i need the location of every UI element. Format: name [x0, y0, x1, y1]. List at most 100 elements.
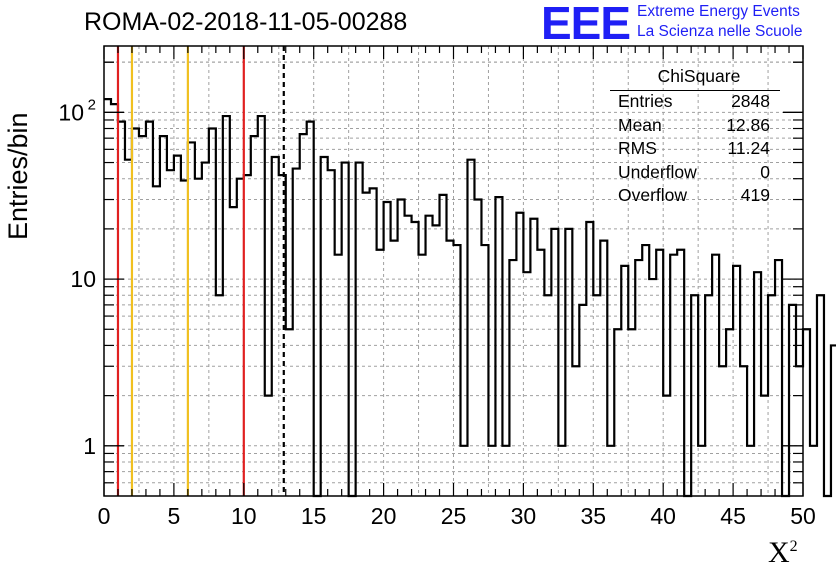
histogram-bin — [160, 136, 167, 496]
x-tick-label: 50 — [790, 503, 816, 529]
chart-title: ROMA-02-2018-11-05-00288 — [84, 8, 408, 36]
histogram-bin — [537, 250, 544, 496]
histogram-bin — [460, 446, 467, 496]
histogram-bin — [565, 229, 572, 496]
histogram-bin — [607, 446, 614, 496]
histogram-bin — [789, 305, 796, 496]
histogram-bin — [202, 163, 209, 496]
histogram-bin — [635, 260, 642, 496]
histogram-bin — [398, 200, 405, 496]
histogram-bin — [265, 396, 272, 496]
histogram-bin — [593, 295, 600, 496]
stats-box: ChiSquare Entries 2848 Mean 12.86 RMS 11.24… — [610, 66, 780, 209]
eee-logo: EEE — [541, 0, 631, 49]
stats-value: 2848 — [731, 91, 770, 111]
stats-row-overflow: Overflow 419 — [610, 185, 780, 209]
histogram-bin — [230, 207, 237, 496]
histogram-bin — [153, 186, 160, 496]
histogram-bin — [370, 188, 377, 496]
histogram-bin — [712, 255, 719, 496]
histogram-bin — [810, 446, 817, 496]
histogram-bin — [530, 219, 537, 496]
histogram-bin — [405, 216, 412, 496]
logo-caption-line2: La Scienza nelle Scuole — [637, 23, 803, 40]
histogram-bin — [321, 157, 328, 496]
histogram-bin — [286, 329, 293, 496]
stats-value: 12.86 — [726, 114, 770, 135]
histogram-bin — [621, 266, 628, 496]
histogram-bin — [670, 255, 677, 496]
histogram-bin — [440, 195, 447, 496]
x-axis-label: X2 — [768, 536, 798, 570]
stats-label: Overflow — [618, 185, 688, 205]
stats-label: Underflow — [618, 161, 697, 182]
histogram-bin — [447, 241, 454, 496]
axis-ticks — [103, 46, 804, 496]
histogram-series — [104, 98, 836, 498]
x-tick-label: 10 — [231, 503, 257, 529]
histogram-bin — [104, 99, 111, 496]
stats-title: ChiSquare — [610, 66, 780, 91]
stats-row-rms: RMS 11.24 — [610, 138, 780, 162]
histogram-bin — [579, 305, 586, 496]
histogram-bin — [223, 116, 230, 496]
histogram-bin — [209, 129, 216, 496]
x-tick-label: 30 — [511, 503, 537, 529]
y-tick-label: 10 — [58, 99, 84, 125]
histogram-bin — [174, 156, 181, 496]
histogram-bin — [481, 245, 488, 496]
x-tick-label: 20 — [371, 503, 397, 529]
histogram-bin — [516, 213, 523, 496]
histogram-bin — [663, 396, 670, 496]
histogram-bin — [775, 260, 782, 496]
logo-caption: Extreme Energy Events La Scienza nelle S… — [637, 2, 802, 42]
histogram-bin — [754, 272, 761, 496]
stats-label: RMS — [618, 138, 657, 158]
x-tick-label: 35 — [581, 503, 607, 529]
histogram-bin — [803, 329, 810, 496]
histogram-bin — [467, 160, 474, 496]
histogram-bin — [698, 446, 705, 496]
histogram-bin — [307, 122, 314, 496]
x-axis-label-base: X — [768, 536, 790, 569]
histogram-bin — [474, 200, 481, 496]
histogram-bin — [384, 202, 391, 496]
histogram-bin — [817, 295, 824, 496]
x-tick-label: 45 — [720, 503, 746, 529]
y-tick-label-superscript: 2 — [88, 96, 96, 113]
histogram-bin — [426, 216, 433, 496]
histogram-bin — [628, 329, 635, 496]
histogram-bin — [433, 225, 440, 496]
x-tick-label: 15 — [301, 503, 327, 529]
y-axis-label: Entries/bin — [3, 112, 33, 240]
histogram-bin — [377, 250, 384, 496]
histogram-bin — [293, 169, 300, 496]
histogram-bin — [677, 250, 684, 496]
histogram-bin — [419, 255, 426, 496]
histogram-bin — [586, 222, 593, 496]
y-tick-label: 1 — [83, 433, 96, 459]
histogram-bin — [272, 157, 279, 496]
stats-value: 11.24 — [727, 138, 771, 158]
x-axis-label-superscript: 2 — [789, 538, 798, 555]
histogram-bin — [768, 295, 775, 496]
histogram-bin — [733, 266, 740, 496]
histogram-bin — [600, 241, 607, 496]
histogram-bin — [649, 279, 656, 496]
histogram-bin — [454, 245, 461, 496]
histogram-bin — [216, 295, 223, 496]
histogram-bin — [747, 446, 754, 496]
histogram-bin — [656, 250, 663, 496]
stats-label: Entries — [618, 91, 673, 111]
histogram-bin — [642, 245, 649, 496]
histogram-bin — [544, 295, 551, 496]
histogram-bin — [614, 329, 621, 496]
x-tick-label: 25 — [441, 503, 467, 529]
stats-row-mean: Mean 12.86 — [610, 115, 780, 139]
histogram-bin — [195, 179, 202, 496]
histogram-bin — [509, 260, 516, 496]
stats-value: 419 — [740, 185, 770, 205]
stats-row-underflow: Underflow 0 — [610, 162, 780, 186]
histogram-bin — [146, 122, 153, 496]
